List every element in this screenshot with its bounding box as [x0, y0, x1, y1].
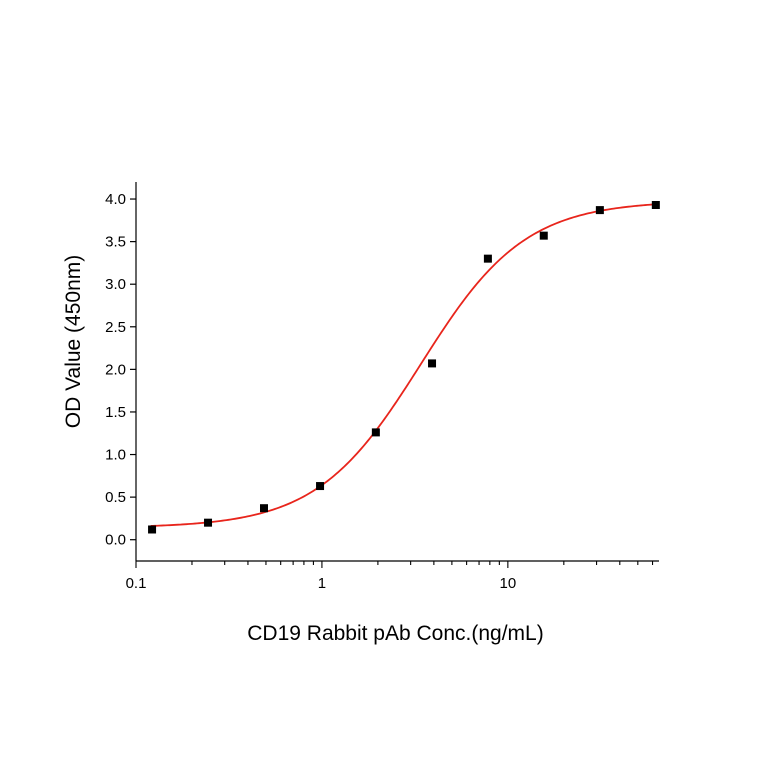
data-point [204, 518, 213, 527]
data-point [483, 254, 492, 263]
y-tick-label: 0.5 [105, 489, 126, 506]
y-tick-label: 0.0 [105, 532, 126, 549]
y-tick-label: 4.0 [105, 191, 126, 208]
y-tick-label: 2.0 [105, 361, 126, 378]
x-axis-title: CD19 Rabbit pAb Conc.(ng/mL) [247, 622, 543, 645]
data-point [428, 359, 437, 368]
y-tick-label: 3.0 [105, 276, 126, 293]
data-point [539, 231, 548, 240]
data-point [595, 206, 604, 215]
fit-curve [150, 203, 656, 527]
y-tick-label: 1.5 [105, 404, 126, 421]
data-point [259, 504, 268, 513]
data-point [148, 525, 157, 534]
x-tick-label: 10 [500, 575, 517, 592]
y-tick-label: 3.5 [105, 234, 126, 251]
y-axis-title: OD Value (450nm) [62, 255, 85, 429]
axes [135, 182, 659, 562]
x-tick-label: 1 [318, 575, 326, 592]
y-tick-label: 1.0 [105, 447, 126, 464]
y-tick-label: 2.5 [105, 319, 126, 336]
x-tick-label: 0.1 [126, 575, 147, 592]
data-points [148, 200, 660, 534]
data-point [651, 200, 660, 209]
data-point [371, 428, 380, 437]
x-ticks: 0.1 1 10 [126, 561, 654, 592]
y-ticks: 0.0 0.5 1.0 1.5 2.0 2.5 3.0 3.5 4.0 [105, 191, 136, 549]
data-point [316, 482, 325, 491]
